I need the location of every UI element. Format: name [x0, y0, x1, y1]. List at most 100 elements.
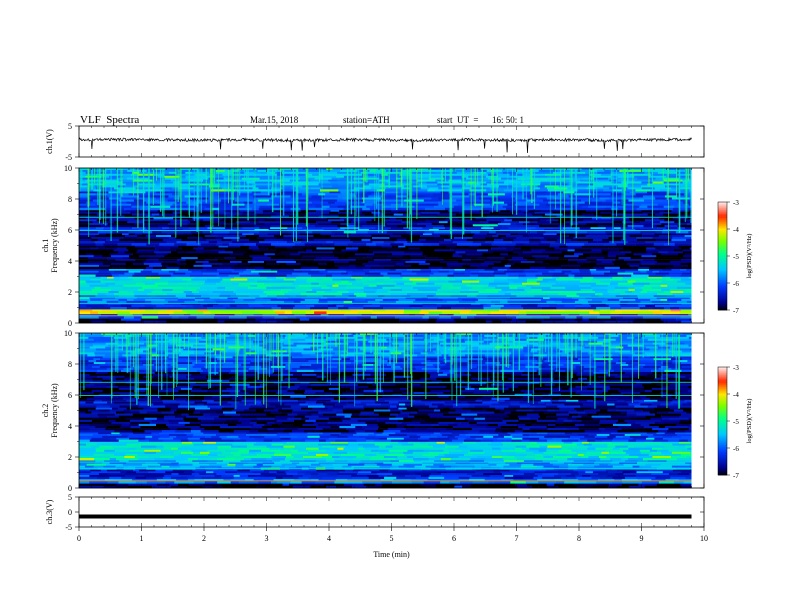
colorbar-segment	[718, 443, 727, 446]
colorbar-segment	[718, 204, 727, 207]
x-tick-label: 10	[700, 534, 708, 543]
y-tick-label: 6	[68, 391, 72, 400]
frequency-band-11	[79, 333, 692, 357]
colorbar-segment	[718, 228, 727, 231]
trace-0	[78, 137, 692, 154]
narrowband-lines	[79, 381, 692, 482]
x-minor-ticks	[78, 126, 705, 157]
colorbar-segment	[718, 463, 727, 466]
y-tick-label: 5	[68, 493, 72, 502]
colorbar-segment	[718, 206, 727, 209]
frequency-band-4	[79, 441, 692, 461]
x-tick-label: 6	[452, 534, 456, 543]
colorbar-segment	[718, 230, 727, 233]
frequency-band-5	[79, 276, 692, 296]
colorbar-segment	[718, 254, 727, 257]
y-axis-label-channel: ch.1	[41, 239, 50, 253]
colorbar-tick-label: -5	[733, 253, 739, 261]
colorbar-segment	[718, 232, 727, 235]
colorbar-segment	[718, 220, 727, 223]
colorbar-segment	[718, 367, 727, 370]
x-tick-label: 7	[515, 534, 519, 543]
colorbar-label: log(PSD)(V²/Hz)	[746, 234, 753, 279]
colorbar-segment	[718, 437, 727, 440]
colorbar-segment	[718, 441, 727, 444]
colorbar-segment	[718, 224, 727, 227]
y-tick-label: 0	[68, 508, 72, 517]
colorbar-tick-label: -7	[733, 472, 739, 480]
colorbar-segment	[718, 435, 727, 438]
y-tick-label: 10	[64, 164, 72, 173]
colorbar-segment	[718, 270, 727, 273]
start-time-value: 16: 50: 1	[492, 115, 525, 125]
colorbar-segment	[718, 292, 727, 295]
colorbar-segment	[718, 208, 727, 211]
colorbar-tick-label: -7	[733, 307, 739, 315]
colorbar-segment	[718, 421, 727, 424]
colorbar-segment	[718, 399, 727, 402]
y-tick-label: 4	[68, 257, 72, 266]
frequency-band-11	[79, 209, 692, 228]
colorbar-segment	[718, 234, 727, 237]
colorbar-segment	[718, 471, 727, 474]
x-tick-label: 9	[640, 534, 644, 543]
frequency-band-12	[79, 191, 692, 211]
colorbar-segment	[718, 300, 727, 303]
colorbar-segment	[718, 419, 727, 422]
colorbar-segment	[718, 238, 727, 241]
colorbar-segment	[718, 252, 727, 255]
colorbar-segment	[718, 383, 727, 386]
x-axis-label: Time (min)	[373, 550, 410, 559]
colorbar-segment	[718, 423, 727, 426]
colorbar-segment	[718, 250, 727, 253]
frequency-band-7	[79, 245, 692, 269]
colorbar-segment	[718, 306, 727, 309]
y-axis-label: ch.3(V)	[45, 499, 54, 524]
colorbar-segment	[718, 210, 727, 213]
colorbar-segment	[718, 274, 727, 277]
panel-4: 5 0 -5 ch.3(V) 0 1 2 3 4 5 6 7 8 9 10 Time (min)	[45, 493, 708, 559]
y-tick-label: 2	[68, 453, 72, 462]
panel-3: -3 -4 -5 -6 -7 log(PSD)(V²/Hz) 0 2 4 6 8 10 ch.2 Freq…	[41, 329, 753, 493]
colorbar-segment	[718, 294, 727, 297]
colorbar-segment	[718, 433, 727, 436]
colorbar-segment	[718, 407, 727, 410]
colorbar-segment	[718, 431, 727, 434]
colorbar-segment	[718, 469, 727, 472]
colorbar-segment	[718, 397, 727, 400]
colorbar-segment	[718, 451, 727, 454]
y-tick-label: 10	[64, 329, 72, 338]
y-tick-label: 0	[68, 319, 72, 328]
colorbar-segment	[718, 391, 727, 394]
colorbar-segment	[718, 218, 727, 221]
x-tick-label: 2	[202, 534, 206, 543]
colorbar-segment	[718, 453, 727, 456]
colorbar-segment	[718, 244, 727, 247]
ch1-waveform	[78, 137, 692, 154]
colorbar-tick-label: -6	[733, 445, 739, 453]
colorbar-segment	[718, 455, 727, 458]
colorbar-segment	[718, 409, 727, 412]
colorbar-segment	[718, 248, 727, 251]
panel-1: 5 -5 ch.1(V)	[45, 122, 705, 162]
colorbar-segment	[718, 429, 727, 432]
colorbar-segment	[718, 282, 727, 285]
frequency-band-8	[79, 240, 692, 246]
x-tick-label: 1	[140, 534, 144, 543]
colorbar-segment	[718, 222, 727, 225]
colorbar-segment	[718, 226, 727, 229]
frequency-band-2	[79, 469, 692, 479]
colorbar-segment	[718, 377, 727, 380]
colorbar-segment	[718, 387, 727, 390]
colorbar-segment	[718, 214, 727, 217]
colorbar-segment	[718, 216, 727, 219]
x-tick-label: 8	[577, 534, 581, 543]
colorbar-segment	[718, 405, 727, 408]
colorbar-segment	[718, 369, 727, 372]
y-tick-label: 8	[68, 360, 72, 369]
station-label: station=ATH	[343, 115, 390, 125]
frequency-band-1	[79, 313, 692, 319]
x-tick-label: 3	[265, 534, 269, 543]
y-axis-label-channel: ch.2	[41, 404, 50, 418]
x-tick-label: 4	[327, 534, 331, 543]
